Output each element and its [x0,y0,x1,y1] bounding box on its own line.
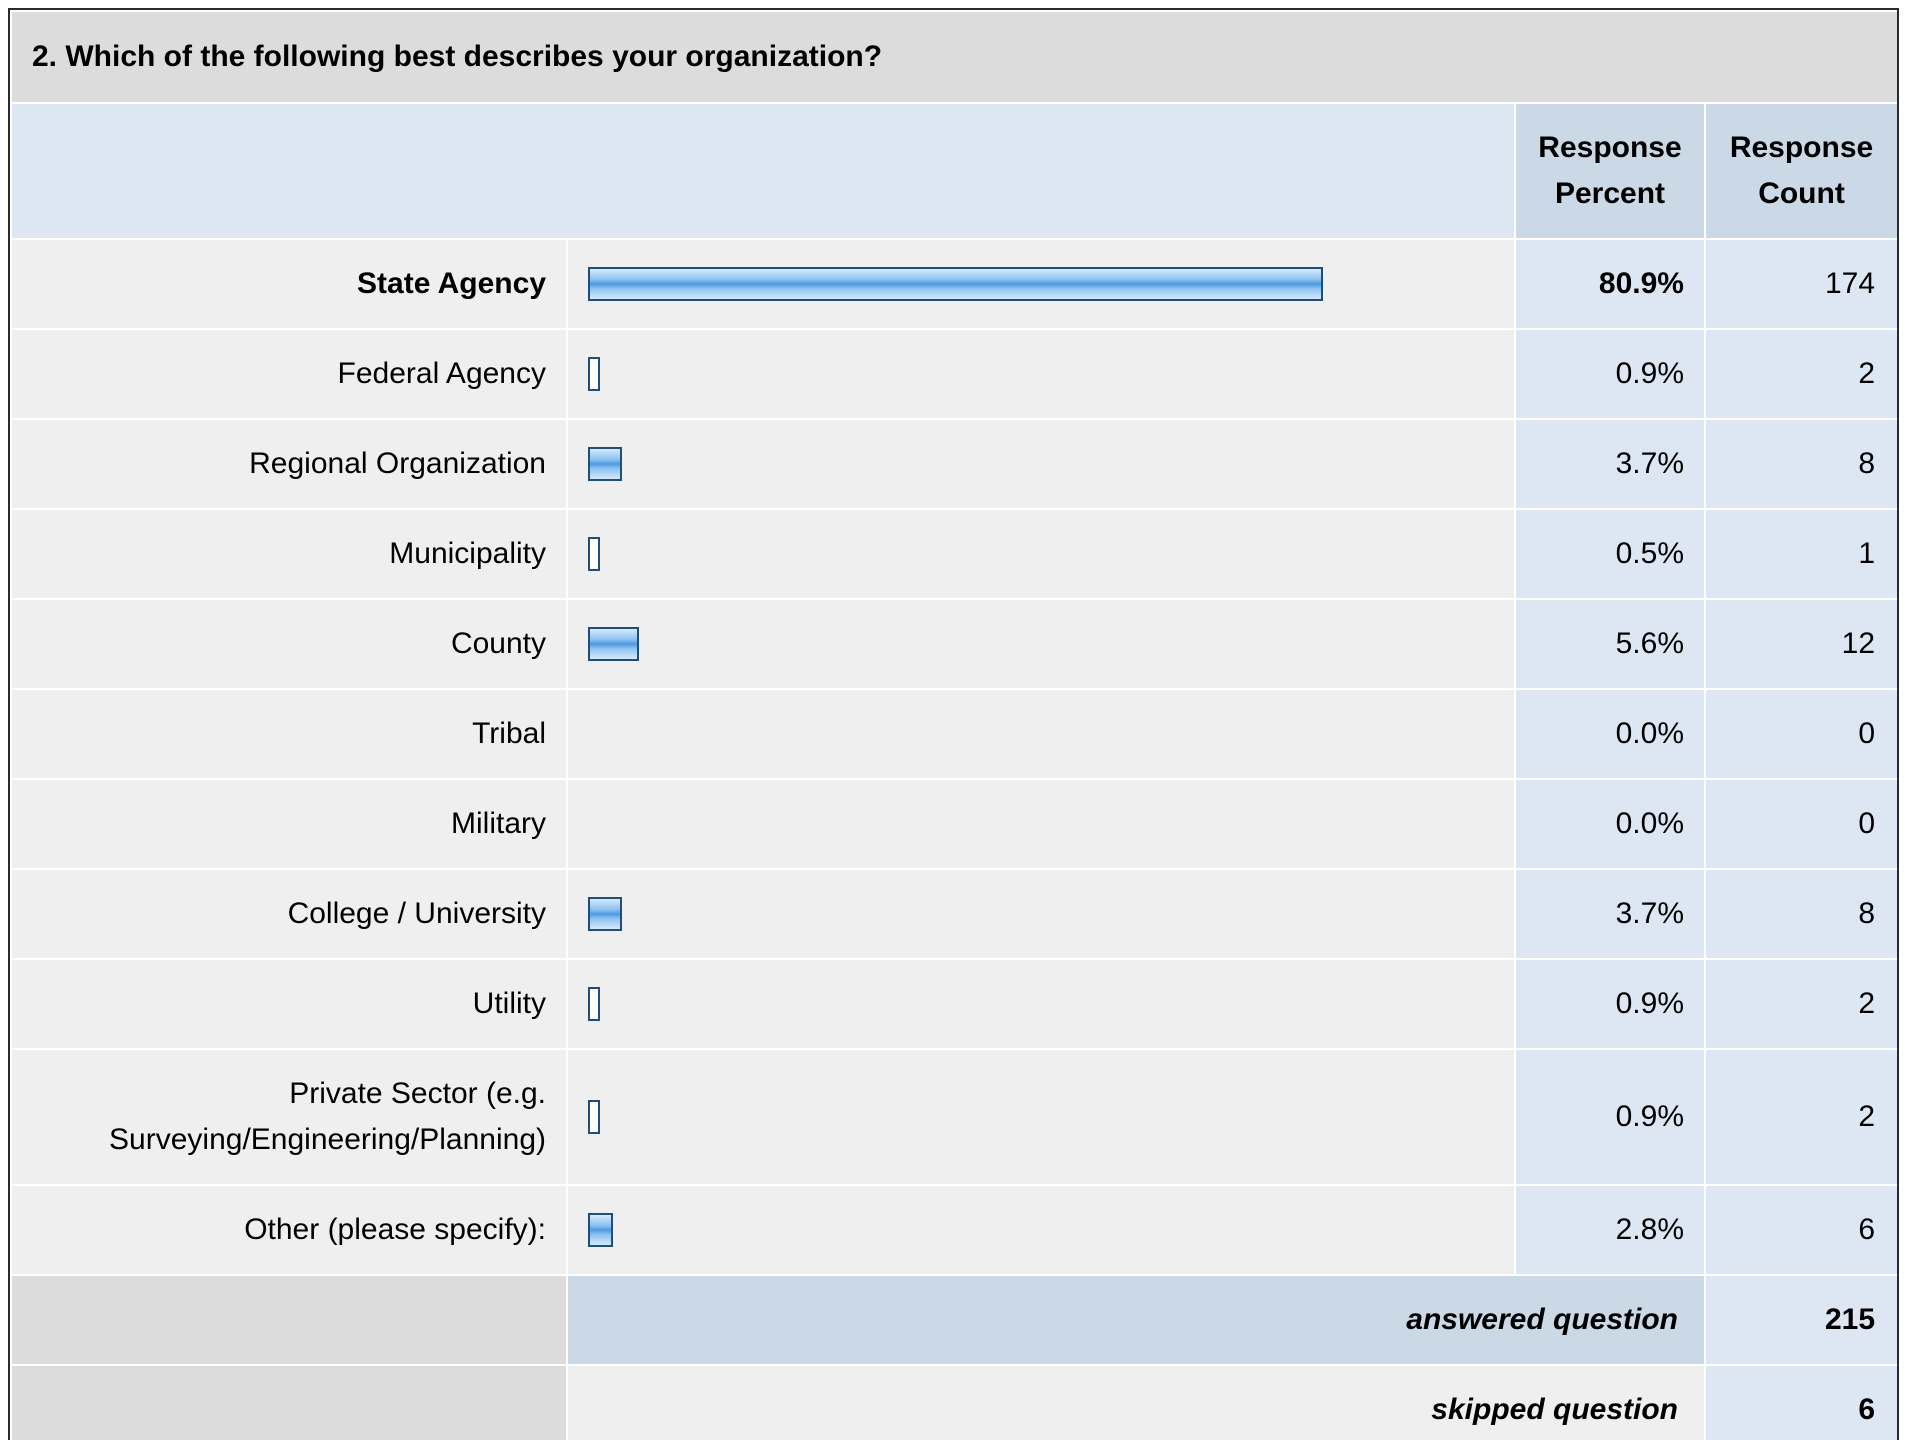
skipped-row: skipped question 6 [10,1364,1897,1440]
response-percent-header: Response Percent [1514,102,1706,240]
response-percent-header-line1: Response [1538,131,1682,164]
response-percent: 80.9% [1514,238,1706,330]
skipped-blank [10,1364,568,1440]
response-count: 8 [1703,418,1897,510]
answer-label: College / University [10,868,568,960]
bar-cell [566,508,1516,600]
response-percent: 2.8% [1514,1184,1706,1276]
answer-label-line: State Agency [357,267,546,300]
response-count: 12 [1703,598,1897,690]
table-row: Federal Agency 0.9% 2 [10,328,1897,420]
table-row: Utility 0.9% 2 [10,958,1897,1050]
response-percent: 3.7% [1514,868,1706,960]
response-percent: 0.9% [1514,958,1706,1050]
response-percent: 5.6% [1514,598,1706,690]
table-row: Tribal 0.0% 0 [10,688,1897,780]
answer-label-line: Municipality [389,537,546,570]
answer-label-line: Private Sector (e.g. [289,1077,546,1110]
response-count: 174 [1703,238,1897,330]
answer-label: Tribal [10,688,568,780]
table-row: College / University 3.7% 8 [10,868,1897,960]
answer-label: Military [10,778,568,870]
answer-label: County [10,598,568,690]
table-row: Municipality 0.5% 1 [10,508,1897,600]
answer-label-line: Regional Organization [249,447,546,480]
response-bar [588,1100,600,1134]
answered-blank [10,1274,568,1366]
table-row: Military 0.0% 0 [10,778,1897,870]
response-percent: 3.7% [1514,418,1706,510]
answer-label: State Agency [10,238,568,330]
header-row: Response Percent Response Count [10,102,1897,240]
response-count-header: Response Count [1703,102,1897,240]
answer-label-line: College / University [287,897,546,930]
skipped-question-label: skipped question [566,1364,1706,1440]
response-bar [588,537,600,571]
survey-question-panel: 2. Which of the following best describes… [8,8,1899,1440]
response-bar [588,267,1323,301]
response-count-header-line2: Count [1758,177,1845,210]
table-row: Regional Organization 3.7% 8 [10,418,1897,510]
response-table: 2. Which of the following best describes… [10,10,1897,1440]
answer-label: Private Sector (e.g. Surveying/Engineerin… [10,1048,568,1186]
table-row: Private Sector (e.g. Surveying/Engineerin… [10,1048,1897,1186]
answer-label: Other (please specify): [10,1184,568,1276]
response-percent: 0.0% [1514,688,1706,780]
response-percent: 0.9% [1514,1048,1706,1186]
answer-label-line: County [450,627,546,660]
bar-cell [566,238,1516,330]
response-bar [588,897,622,931]
answered-row: answered question 215 [10,1274,1897,1366]
response-bar [588,627,639,661]
bar-cell [566,868,1516,960]
response-percent-header-line2: Percent [1554,177,1666,210]
question-row: 2. Which of the following best describes… [10,10,1897,104]
table-row: County 5.6% 12 [10,598,1897,690]
response-percent: 0.0% [1514,778,1706,870]
answer-label: Federal Agency [10,328,568,420]
response-count: 2 [1703,328,1897,420]
question-title: 2. Which of the following best describes… [10,10,1897,104]
answer-label-line: Other (please specify): [244,1213,546,1246]
answer-label-line: Federal Agency [337,357,546,390]
answered-question-count: 215 [1703,1274,1897,1366]
response-percent: 0.9% [1514,328,1706,420]
table-row: Other (please specify): 2.8% 6 [10,1184,1897,1276]
bar-cell [566,778,1516,870]
bar-cell [566,1184,1516,1276]
bar-cell [566,1048,1516,1186]
response-count: 0 [1703,778,1897,870]
table-row: State Agency 80.9% 174 [10,238,1897,330]
response-bar [588,447,622,481]
bar-cell [566,958,1516,1050]
bar-cell [566,598,1516,690]
response-count: 1 [1703,508,1897,600]
answer-label: Utility [10,958,568,1050]
answered-question-label: answered question [566,1274,1706,1366]
response-count: 2 [1703,958,1897,1050]
response-bar [588,987,600,1021]
response-bar [588,357,600,391]
answer-label: Regional Organization [10,418,568,510]
response-count: 2 [1703,1048,1897,1186]
answer-label-line: Utility [472,987,546,1020]
answer-label: Municipality [10,508,568,600]
answer-label-line: Surveying/Engineering/Planning) [109,1123,546,1156]
response-count: 6 [1703,1184,1897,1276]
header-blank [10,102,1516,240]
bar-cell [566,418,1516,510]
skipped-question-count: 6 [1703,1364,1897,1440]
bar-cell [566,328,1516,420]
answer-label-line: Military [451,807,546,840]
response-bar [588,1213,613,1247]
bar-cell [566,688,1516,780]
response-count: 0 [1703,688,1897,780]
response-count-header-line1: Response [1729,131,1874,164]
response-percent: 0.5% [1514,508,1706,600]
answer-label-line: Tribal [472,717,546,750]
response-count: 8 [1703,868,1897,960]
